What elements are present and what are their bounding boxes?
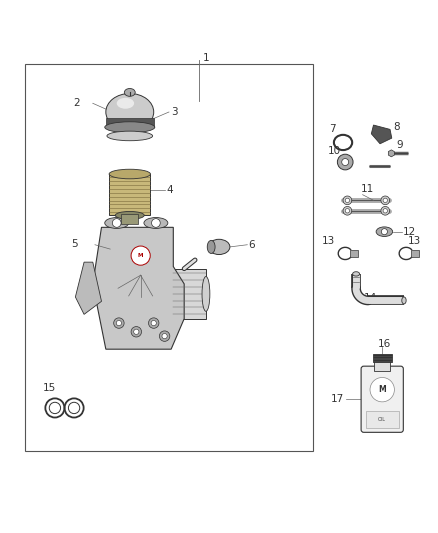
Text: 14: 14	[364, 293, 377, 303]
Text: M: M	[378, 385, 386, 394]
Circle shape	[381, 206, 390, 215]
Circle shape	[343, 196, 352, 205]
Text: 9: 9	[396, 140, 403, 150]
Bar	[106, 118, 154, 127]
Text: 1: 1	[202, 53, 209, 63]
Ellipse shape	[106, 93, 154, 131]
Ellipse shape	[353, 272, 360, 276]
Ellipse shape	[107, 131, 152, 141]
Bar	[366, 411, 399, 427]
Bar	[411, 250, 419, 257]
Polygon shape	[93, 228, 184, 349]
Text: 13: 13	[322, 236, 336, 246]
Text: 11: 11	[360, 184, 374, 194]
Circle shape	[114, 318, 124, 328]
Bar	[373, 354, 392, 362]
Text: 17: 17	[331, 394, 344, 404]
Text: 8: 8	[393, 122, 400, 132]
Circle shape	[131, 327, 141, 337]
Ellipse shape	[105, 122, 155, 133]
Bar	[121, 214, 138, 224]
Circle shape	[383, 208, 388, 213]
Circle shape	[337, 154, 353, 170]
Bar	[173, 269, 206, 319]
Circle shape	[381, 196, 390, 205]
Circle shape	[113, 219, 121, 228]
Circle shape	[162, 334, 167, 339]
Text: 13: 13	[408, 236, 421, 246]
Circle shape	[343, 206, 352, 215]
Text: 4: 4	[167, 185, 173, 195]
Text: 7: 7	[329, 124, 336, 134]
Text: M: M	[138, 253, 143, 258]
Text: 12: 12	[403, 227, 416, 237]
Circle shape	[381, 229, 388, 235]
Circle shape	[148, 318, 159, 328]
Ellipse shape	[117, 98, 134, 109]
Ellipse shape	[124, 88, 135, 96]
Circle shape	[342, 158, 349, 166]
FancyBboxPatch shape	[361, 366, 403, 432]
Polygon shape	[371, 125, 392, 144]
Circle shape	[345, 198, 350, 203]
Text: OIL: OIL	[378, 417, 386, 422]
Circle shape	[134, 329, 139, 334]
Text: 5: 5	[71, 239, 78, 249]
Text: 16: 16	[378, 338, 391, 349]
Bar	[374, 361, 390, 371]
Ellipse shape	[144, 217, 168, 229]
Ellipse shape	[207, 240, 215, 254]
Text: 3: 3	[171, 107, 178, 117]
Circle shape	[152, 219, 160, 228]
Circle shape	[131, 246, 150, 265]
Text: 15: 15	[43, 383, 56, 393]
Circle shape	[151, 320, 156, 326]
Ellipse shape	[202, 277, 210, 311]
Ellipse shape	[105, 217, 129, 229]
Ellipse shape	[109, 169, 150, 179]
Ellipse shape	[376, 227, 392, 237]
Circle shape	[345, 208, 350, 213]
Circle shape	[116, 320, 121, 326]
Circle shape	[370, 377, 394, 402]
Bar	[109, 174, 150, 215]
Polygon shape	[389, 150, 394, 157]
Text: 10: 10	[328, 146, 341, 156]
Text: 2: 2	[73, 98, 80, 108]
Polygon shape	[75, 262, 102, 314]
Ellipse shape	[402, 297, 406, 304]
Text: 6: 6	[249, 240, 255, 250]
Circle shape	[159, 331, 170, 341]
Ellipse shape	[115, 212, 144, 219]
Bar	[25, 64, 313, 451]
Circle shape	[383, 198, 388, 203]
Ellipse shape	[208, 239, 230, 255]
Bar	[350, 250, 358, 257]
